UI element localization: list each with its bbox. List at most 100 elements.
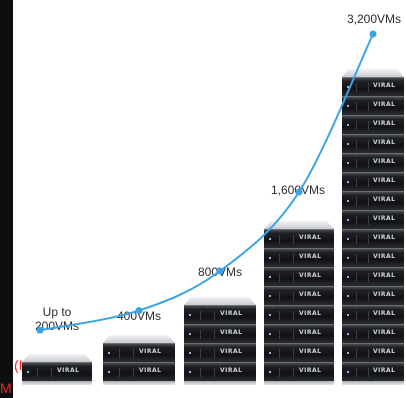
server-unit: VIRAL <box>22 362 92 381</box>
brand-logo: VIRAL <box>220 329 243 336</box>
brand-logo: VIRAL <box>373 139 396 146</box>
status-led-icon <box>189 314 191 316</box>
status-led-icon <box>347 295 349 297</box>
brand-logo: VIRAL <box>373 272 396 279</box>
curve-point-2 <box>135 307 143 314</box>
server-unit: VIRAL <box>342 134 404 153</box>
server-stack-4: VIRAL VIRAL VIRAL VIRAL VIRAL VIRAL VIRAL VIRAL <box>264 221 334 385</box>
server-unit: VIRAL <box>103 343 175 362</box>
brand-logo: VIRAL <box>299 310 322 317</box>
server-unit: VIRAL <box>342 324 404 343</box>
drive-slot <box>37 368 52 377</box>
brand-logo: VIRAL <box>299 329 322 336</box>
server-unit: VIRAL <box>264 248 334 267</box>
drive-slot <box>279 311 294 320</box>
brand-logo: VIRAL <box>299 291 322 298</box>
stack-base <box>184 381 256 385</box>
server-unit: VIRAL <box>342 191 404 210</box>
capacity-label-5: 3,200VMs <box>334 12 406 26</box>
brand-logo: VIRAL <box>299 367 322 374</box>
status-led-icon <box>347 276 349 278</box>
brand-logo: VIRAL <box>299 272 322 279</box>
server-lid <box>184 297 256 305</box>
brand-logo: VIRAL <box>373 367 396 374</box>
stack-base <box>342 381 404 385</box>
status-led-icon <box>347 257 349 259</box>
drive-slot <box>356 140 369 149</box>
server-unit: VIRAL <box>103 362 175 381</box>
server-unit: VIRAL <box>264 286 334 305</box>
status-led-icon <box>269 314 271 316</box>
drive-slot <box>356 197 369 206</box>
server-stack-3: VIRAL VIRAL VIRAL VIRAL <box>184 297 256 385</box>
server-unit: VIRAL <box>342 153 404 172</box>
capacity-label-line: Up to <box>42 305 72 319</box>
drive-slot <box>356 292 369 301</box>
status-led-icon <box>347 162 349 164</box>
drive-slot <box>279 330 294 339</box>
brand-logo: VIRAL <box>299 253 322 260</box>
server-unit: VIRAL <box>342 248 404 267</box>
status-led-icon <box>347 333 349 335</box>
server-unit: VIRAL <box>342 305 404 324</box>
stack-base <box>264 381 334 385</box>
drive-slot <box>356 121 369 130</box>
server-unit: VIRAL <box>184 305 256 324</box>
server-lid <box>22 354 92 362</box>
drive-slot <box>356 178 369 187</box>
server-unit: VIRAL <box>342 115 404 134</box>
capacity-label-line: 3,200VMs <box>346 12 402 26</box>
drive-slot <box>356 368 369 377</box>
server-unit: VIRAL <box>342 77 404 96</box>
growth-curve-line <box>39 33 374 332</box>
brand-logo: VIRAL <box>220 348 243 355</box>
status-led-icon <box>108 371 110 373</box>
server-lid <box>342 69 404 77</box>
status-led-icon <box>189 352 191 354</box>
drive-slot <box>356 235 369 244</box>
status-led-icon <box>269 333 271 335</box>
drive-slot <box>119 368 134 377</box>
drive-slot <box>356 159 369 168</box>
status-led-icon <box>269 295 271 297</box>
brand-logo: VIRAL <box>57 367 80 374</box>
status-led-icon <box>347 86 349 88</box>
drive-slot <box>356 330 369 339</box>
status-led-icon <box>347 352 349 354</box>
brand-logo: VIRAL <box>373 177 396 184</box>
drive-slot <box>356 349 369 358</box>
brand-logo: VIRAL <box>373 234 396 241</box>
server-unit: VIRAL <box>184 324 256 343</box>
curve-point-1 <box>36 326 44 334</box>
status-led-icon <box>269 238 271 240</box>
status-led-icon <box>347 124 349 126</box>
drive-slot <box>279 235 294 244</box>
drive-slot <box>279 368 294 377</box>
brand-logo: VIRAL <box>139 367 162 374</box>
server-unit: VIRAL <box>342 172 404 191</box>
stack-base <box>22 381 92 385</box>
status-led-icon <box>269 352 271 354</box>
brand-logo: VIRAL <box>373 82 396 89</box>
drive-slot <box>119 349 134 358</box>
drive-slot <box>356 102 369 111</box>
brand-logo: VIRAL <box>373 101 396 108</box>
server-unit: VIRAL <box>342 229 404 248</box>
red-overlay-text-1: (I <box>14 357 23 373</box>
left-dark-border <box>0 0 13 398</box>
server-unit: VIRAL <box>264 324 334 343</box>
status-led-icon <box>347 181 349 183</box>
brand-logo: VIRAL <box>373 291 396 298</box>
capacity-label-line: 400VMs <box>116 309 162 323</box>
drive-slot <box>356 254 369 263</box>
brand-logo: VIRAL <box>373 158 396 165</box>
server-stack-2: VIRAL VIRAL <box>103 335 175 385</box>
server-unit: VIRAL <box>342 343 404 362</box>
server-unit: VIRAL <box>342 286 404 305</box>
brand-logo: VIRAL <box>373 253 396 260</box>
server-unit: VIRAL <box>264 343 334 362</box>
brand-logo: VIRAL <box>299 348 322 355</box>
drive-slot <box>279 292 294 301</box>
stack-base <box>103 381 175 385</box>
